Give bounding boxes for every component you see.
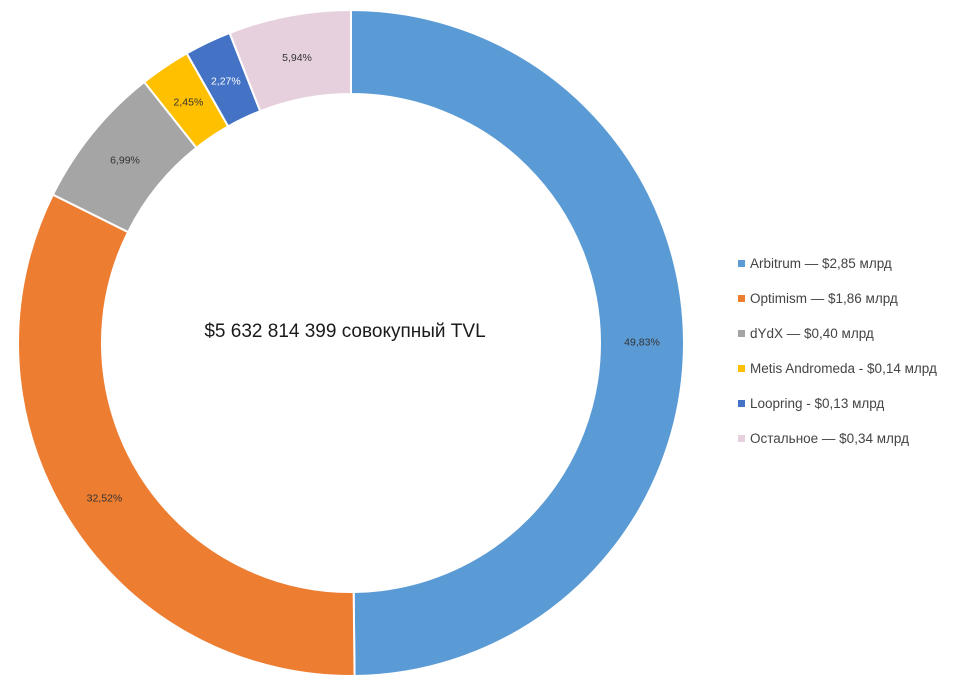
slice-data-label-2: 6,99%	[110, 155, 140, 167]
legend-label: Arbitrum — $2,85 млрд	[750, 256, 892, 271]
legend-item-2: dYdX — $0,40 млрд	[738, 316, 937, 351]
donut-slice-0	[350, 8, 685, 677]
legend-label: Optimism — $1,86 млрд	[750, 291, 898, 306]
slice-data-label-0: 49,83%	[624, 336, 660, 348]
legend-swatch	[738, 295, 745, 302]
legend-item-3: Metis Andromeda - $0,14 млрд	[738, 351, 937, 386]
legend-item-0: Arbitrum — $2,85 млрд	[738, 246, 937, 281]
donut-slice-5	[228, 8, 352, 113]
legend-swatch	[738, 330, 745, 337]
legend-item-5: Остальное — $0,34 млрд	[738, 421, 937, 456]
slice-data-label-5: 5,94%	[282, 52, 312, 64]
legend-label: Остальное — $0,34 млрд	[750, 431, 909, 446]
legend-swatch	[738, 365, 745, 372]
legend-swatch	[738, 435, 745, 442]
legend-item-1: Optimism — $1,86 млрд	[738, 281, 937, 316]
donut-slice-1	[17, 193, 356, 677]
slice-data-label-1: 32,52%	[87, 493, 123, 505]
center-total-label: $5 632 814 399 совокупный TVL	[204, 321, 486, 342]
legend-label: Metis Andromeda - $0,14 млрд	[750, 361, 937, 376]
legend-item-4: Loopring - $0,13 млрд	[738, 386, 937, 421]
slice-data-label-4: 2,27%	[211, 75, 241, 87]
legend-label: Loopring - $0,13 млрд	[750, 396, 885, 411]
slice-data-label-3: 2,45%	[174, 97, 204, 109]
legend: Arbitrum — $2,85 млрд Optimism — $1,86 мл…	[738, 246, 937, 456]
legend-label: dYdX — $0,40 млрд	[750, 326, 874, 341]
legend-swatch	[738, 400, 745, 407]
legend-swatch	[738, 260, 745, 267]
